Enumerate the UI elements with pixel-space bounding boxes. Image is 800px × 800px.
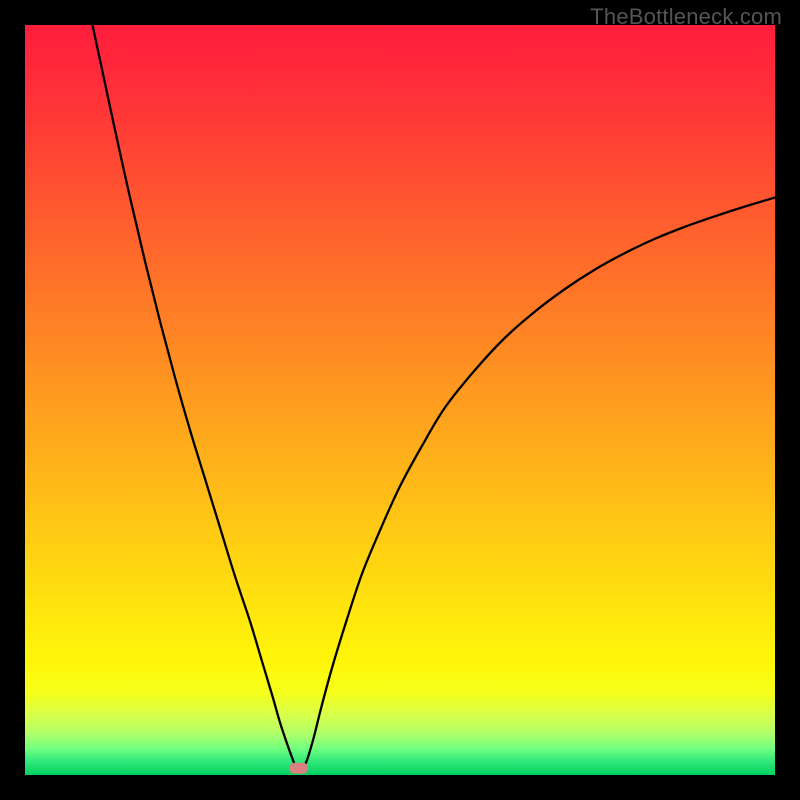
curve-left-branch bbox=[93, 25, 297, 769]
curve-right-branch bbox=[303, 198, 776, 770]
chart-frame: TheBottleneck.com bbox=[0, 0, 800, 800]
minimum-marker bbox=[289, 763, 309, 774]
plot-area bbox=[25, 25, 775, 775]
curve-layer bbox=[25, 25, 775, 775]
